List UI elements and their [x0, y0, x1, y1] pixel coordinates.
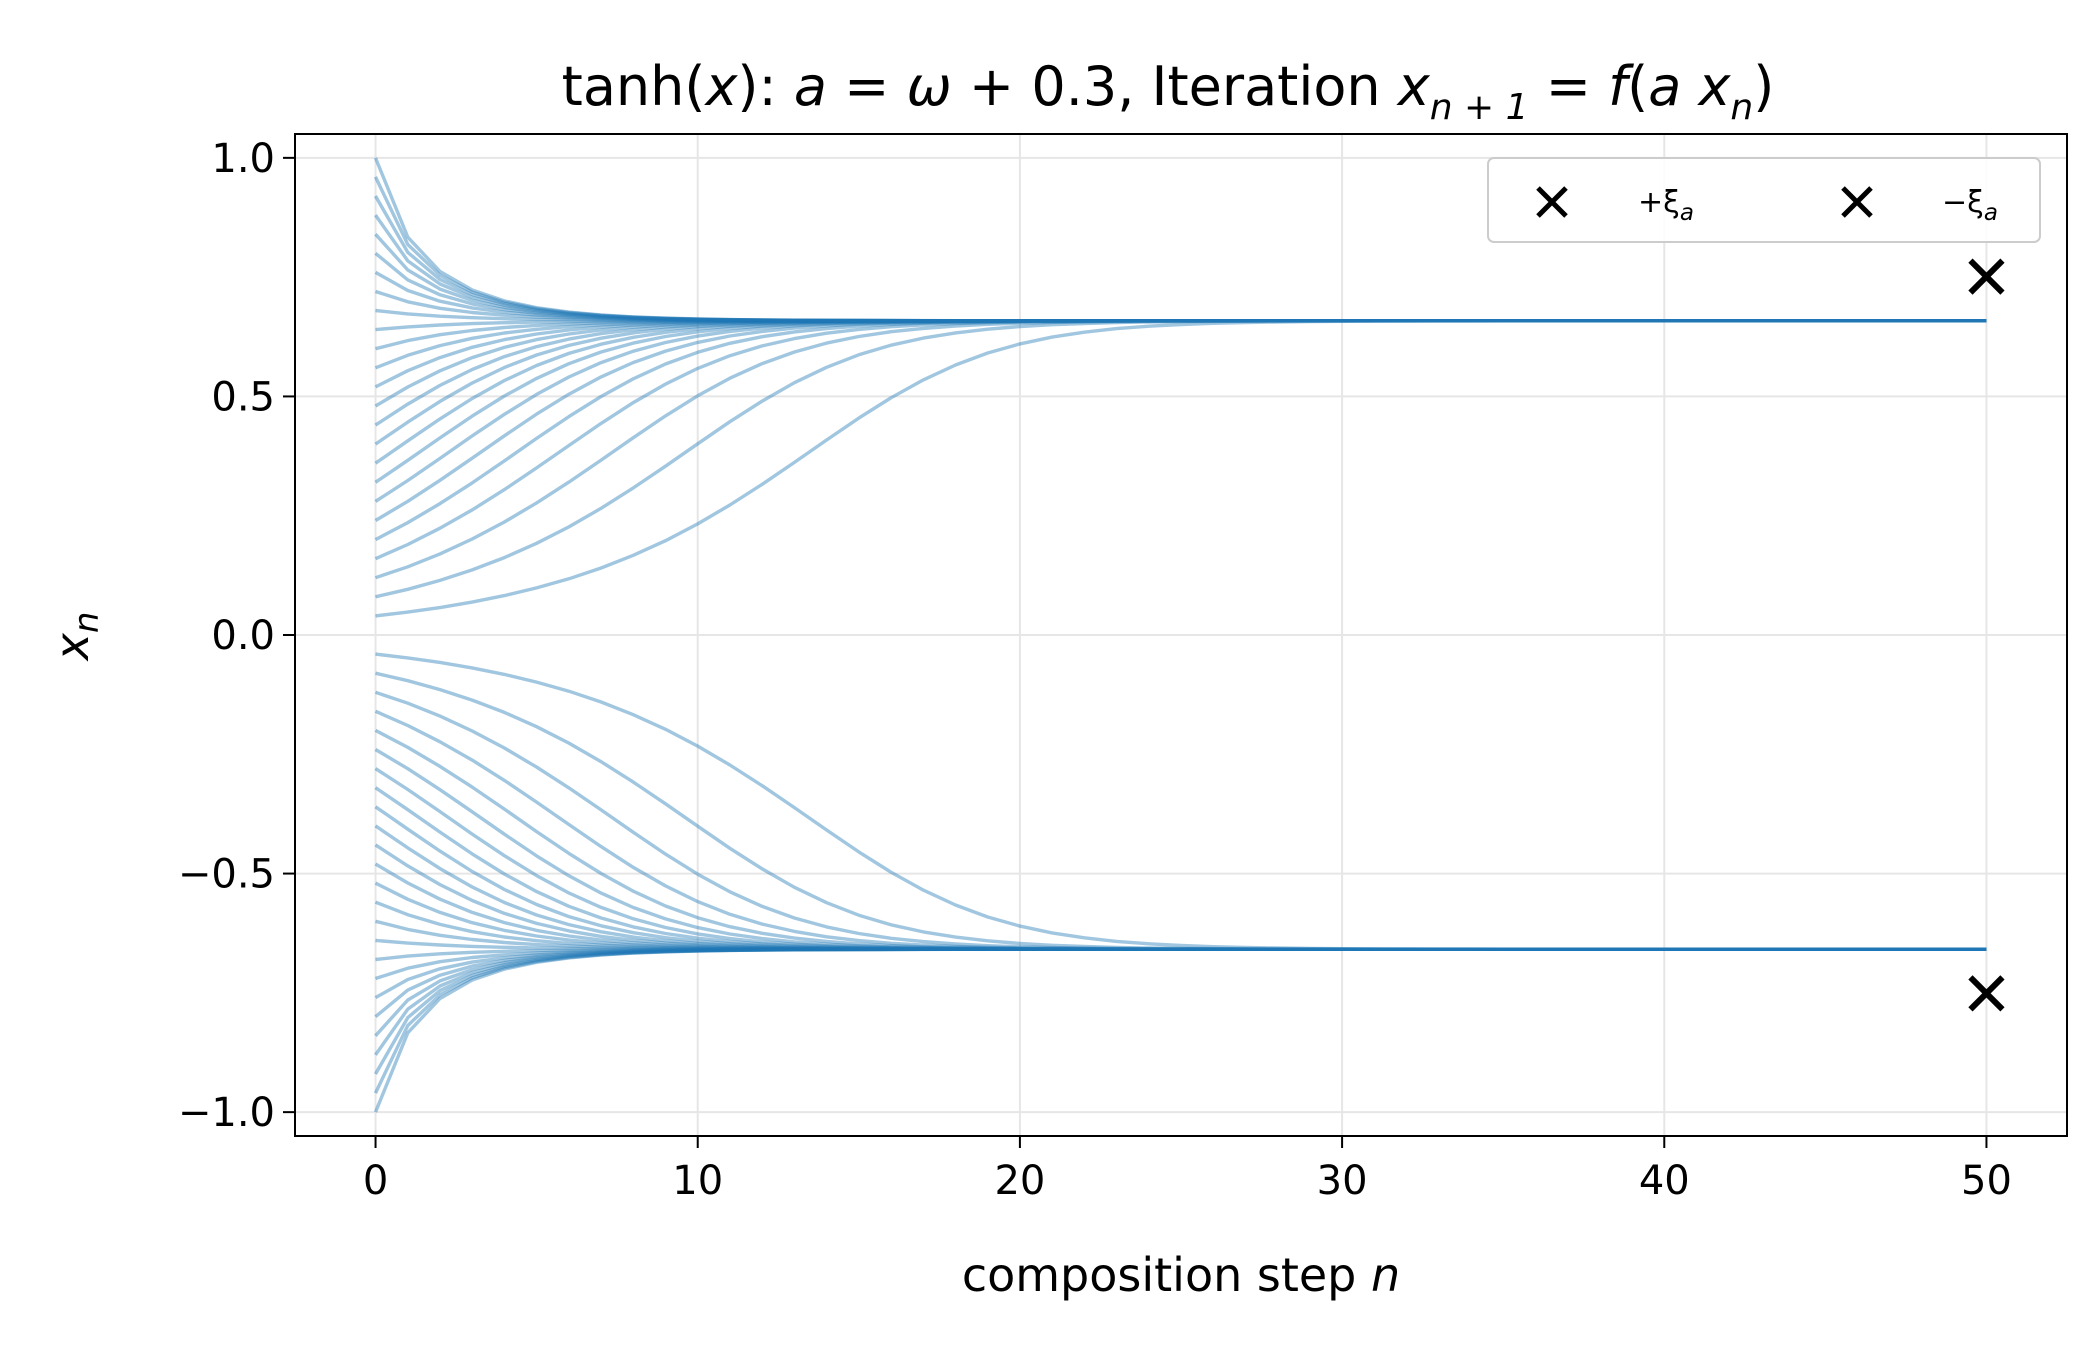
y-tick-label: 1.0: [211, 136, 275, 182]
trajectory-line: [374, 319, 1987, 503]
trajectory-line: [375, 319, 1987, 351]
y-axis-ticks: 1.0 0.5 0.0 −0.5 −1.0: [178, 136, 295, 1136]
trajectory-line: [375, 947, 1987, 962]
trajectory-line: [374, 748, 1987, 951]
trajectory-line: [374, 319, 1987, 484]
fixed-point-marker-pos: [1968, 258, 2005, 295]
trajectory-line: [374, 824, 1987, 951]
trajectory-line: [374, 319, 1987, 446]
x-axis-ticks: 0 10 20 30 40 50: [363, 1136, 2012, 1204]
trajectory-line: [374, 881, 1987, 951]
trajectory-line: [374, 319, 1987, 465]
x-tick-label: 50: [1961, 1158, 2012, 1204]
trajectory-line: [374, 319, 1987, 408]
trajectory-line: [375, 308, 1987, 323]
trajectory-line: [375, 319, 1987, 599]
trajectory-line: [374, 319, 1987, 542]
trajectory-line: [374, 947, 1987, 1075]
legend-marker-pos-xi: [1536, 186, 1568, 218]
trajectory-line: [374, 319, 1987, 522]
legend: +ξa −ξa: [1487, 157, 2041, 243]
trajectory-line: [375, 938, 1987, 951]
trajectory-line: [374, 251, 1987, 323]
trajectory-line: [374, 195, 1987, 323]
y-tick-label: 0.0: [211, 613, 275, 659]
trajectory-line: [374, 947, 1987, 1019]
trajectory-line: [374, 214, 1987, 323]
trajectory-line: [374, 289, 1987, 323]
trajectory-line: [374, 786, 1987, 951]
trajectory-line: [374, 319, 1987, 561]
y-tick-label: −0.5: [178, 852, 275, 898]
trajectory-line: [374, 319, 1987, 580]
series-layer: [373, 157, 1987, 1113]
y-tick-label: −1.0: [178, 1090, 275, 1136]
trajectory-line: [375, 652, 1987, 951]
trajectory-line: [375, 671, 1987, 951]
x-tick-label: 40: [1639, 1158, 1690, 1204]
fixed-point-marker-neg: [1968, 975, 2005, 1012]
x-tick-label: 30: [1317, 1158, 1368, 1204]
trajectory-line: [374, 805, 1987, 951]
x-tick-label: 20: [994, 1158, 1045, 1204]
trajectory-line: [373, 176, 1987, 323]
trajectory-line: [374, 319, 1987, 389]
x-tick-label: 10: [672, 1158, 723, 1204]
trajectory-line: [374, 270, 1987, 323]
legend-marker-neg-xi: [1841, 186, 1873, 218]
trajectory-line: [374, 947, 1987, 1000]
y-tick-label: 0.5: [211, 374, 275, 420]
trajectory-line: [374, 319, 1987, 427]
legend-label-neg-xi: −ξa: [1942, 185, 1998, 226]
trajectory-line: [375, 919, 1987, 951]
trajectory-line: [375, 319, 1987, 332]
trajectory-line: [374, 947, 1987, 1037]
trajectory-line: [374, 862, 1987, 951]
trajectory-line: [373, 947, 1987, 1113]
trajectory-line: [374, 947, 1987, 1056]
trajectory-line: [374, 947, 1987, 981]
trajectory-line: [374, 690, 1987, 951]
trajectory-line: [374, 900, 1987, 951]
legend-label-pos-xi: +ξa: [1638, 185, 1694, 226]
trajectory-line: [374, 319, 1987, 370]
trajectory-line: [375, 319, 1987, 618]
x-tick-label: 0: [363, 1158, 388, 1204]
trajectory-line: [374, 728, 1987, 951]
trajectory-line: [374, 767, 1987, 951]
trajectory-line: [373, 947, 1987, 1094]
chart-title: tanh(x): a = ω + 0.3, Iteration xn + 1 =…: [562, 55, 1775, 128]
trajectory-line: [373, 157, 1987, 323]
trajectory-line: [374, 843, 1987, 951]
marker-layer: [1968, 258, 2005, 1012]
trajectory-line: [374, 709, 1987, 951]
x-axis-title: composition step n: [962, 1248, 1400, 1302]
legend-frame: [1487, 157, 2041, 243]
y-axis-title: xn: [45, 612, 107, 663]
trajectory-line: [374, 233, 1987, 323]
